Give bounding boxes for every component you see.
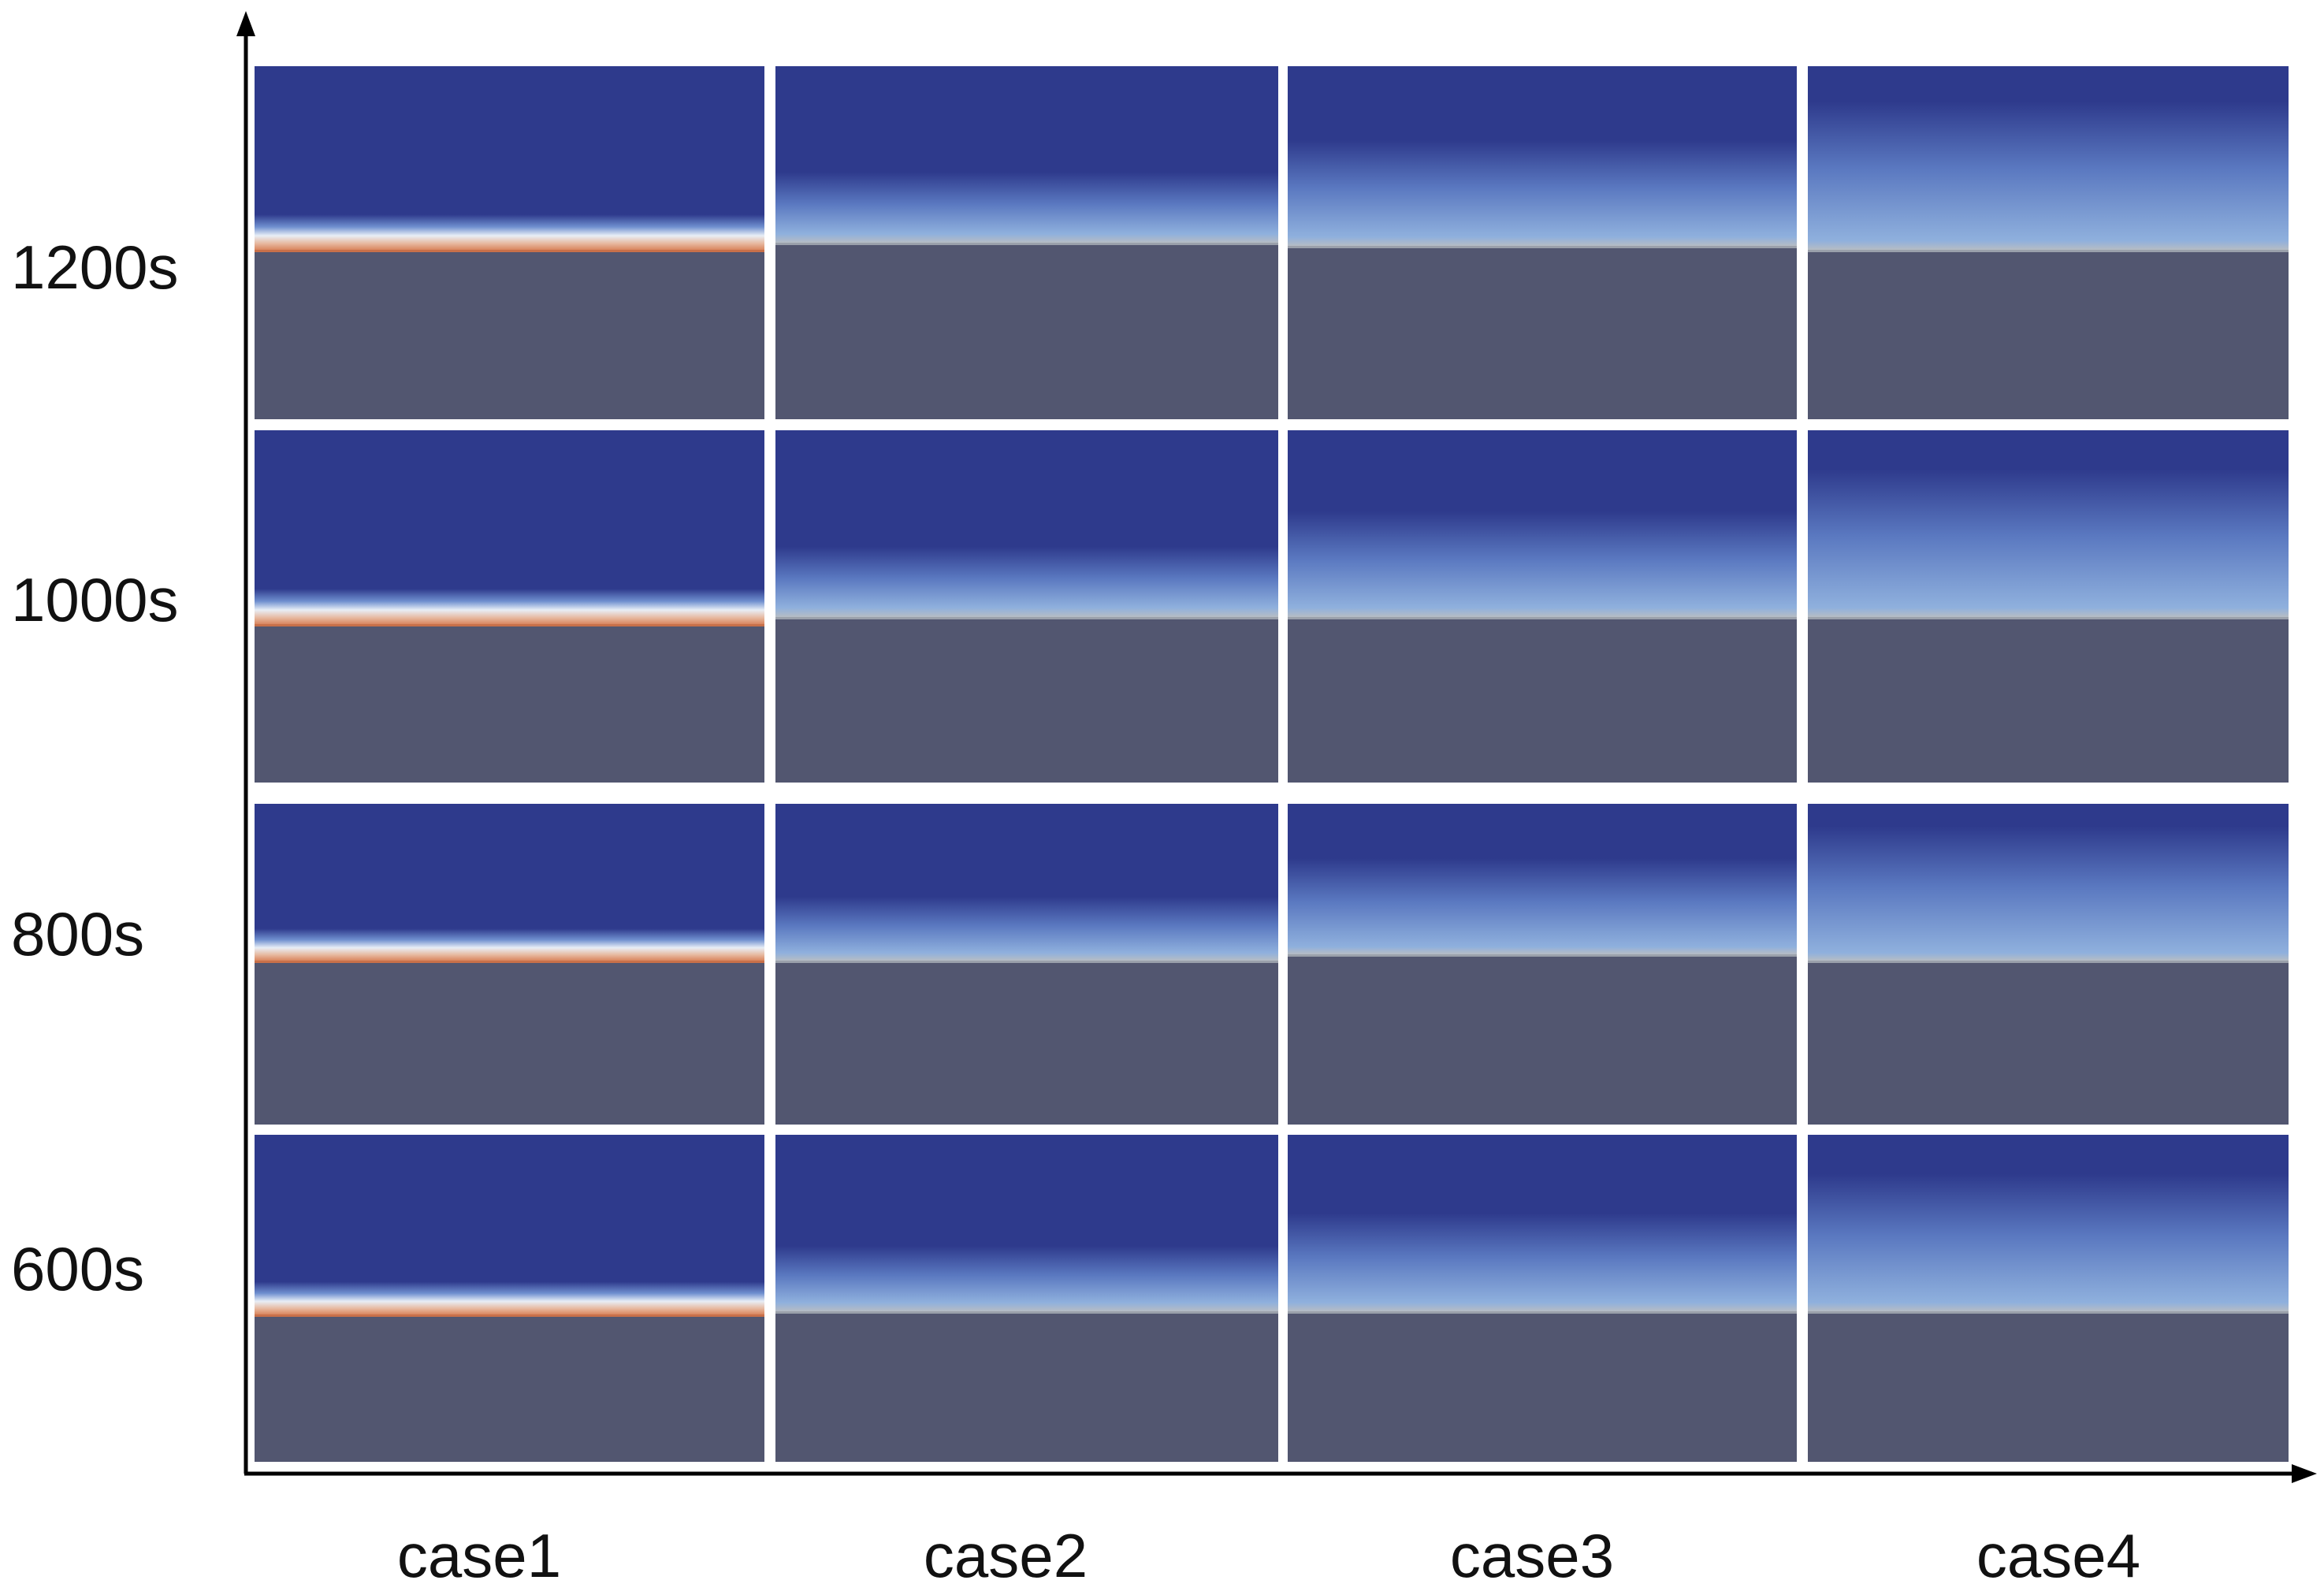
fluid-region xyxy=(1288,66,1797,246)
column-label-case2: case2 xyxy=(923,1521,1088,1590)
panel-800s-case2 xyxy=(775,804,1278,1125)
panel-800s-case4 xyxy=(1808,804,2289,1125)
interface-line xyxy=(775,1311,1278,1314)
interface-line xyxy=(1808,1311,2289,1314)
fluid-region xyxy=(255,66,764,250)
row-label-800s: 800s xyxy=(11,899,145,969)
panel-1200s-case4 xyxy=(1808,66,2289,419)
interface-line xyxy=(1808,961,2289,963)
panel-1000s-case4 xyxy=(1808,430,2289,783)
fluid-region xyxy=(255,1135,764,1314)
row-label-600s: 600s xyxy=(11,1234,145,1303)
interface-line xyxy=(255,1314,764,1317)
panel-600s-case1 xyxy=(255,1135,764,1462)
fluid-region xyxy=(1808,1135,2289,1311)
panel-1200s-case1 xyxy=(255,66,764,419)
interface-line xyxy=(1808,617,2289,619)
interface-line xyxy=(1808,250,2289,252)
panel-1200s-case3 xyxy=(1288,66,1797,419)
fluid-region xyxy=(1288,804,1797,954)
interface-line xyxy=(255,624,764,626)
interface-line xyxy=(255,250,764,252)
fluid-region xyxy=(1288,430,1797,617)
panel-800s-case3 xyxy=(1288,804,1797,1125)
row-label-1000s: 1000s xyxy=(11,565,179,634)
fluid-region xyxy=(775,66,1278,243)
fluid-region xyxy=(775,804,1278,961)
fluid-region xyxy=(1808,804,2289,961)
interface-line xyxy=(775,243,1278,245)
interface-line xyxy=(1288,954,1797,957)
fluid-region xyxy=(1288,1135,1797,1311)
fluid-region xyxy=(255,804,764,961)
column-label-case4: case4 xyxy=(1976,1521,2141,1590)
interface-line xyxy=(1288,1311,1797,1314)
panel-1000s-case2 xyxy=(775,430,1278,783)
fluid-region xyxy=(1808,66,2289,250)
panel-1200s-case2 xyxy=(775,66,1278,419)
column-label-case3: case3 xyxy=(1449,1521,1615,1590)
interface-line xyxy=(1288,246,1797,248)
interface-line xyxy=(255,961,764,963)
panel-600s-case4 xyxy=(1808,1135,2289,1462)
x-axis-arrowhead xyxy=(2292,1464,2317,1483)
fluid-region xyxy=(255,430,764,624)
panel-800s-case1 xyxy=(255,804,764,1125)
panel-600s-case2 xyxy=(775,1135,1278,1462)
interface-line xyxy=(775,961,1278,963)
fluid-region xyxy=(775,430,1278,617)
row-label-1200s: 1200s xyxy=(11,232,179,302)
y-axis-arrowhead xyxy=(236,11,255,36)
interface-line xyxy=(1288,617,1797,619)
fluid-region xyxy=(1808,430,2289,617)
interface-line xyxy=(775,617,1278,619)
panel-600s-case3 xyxy=(1288,1135,1797,1462)
fluid-region xyxy=(775,1135,1278,1311)
column-label-case1: case1 xyxy=(396,1521,562,1590)
panel-1000s-case3 xyxy=(1288,430,1797,783)
panel-1000s-case1 xyxy=(255,430,764,783)
